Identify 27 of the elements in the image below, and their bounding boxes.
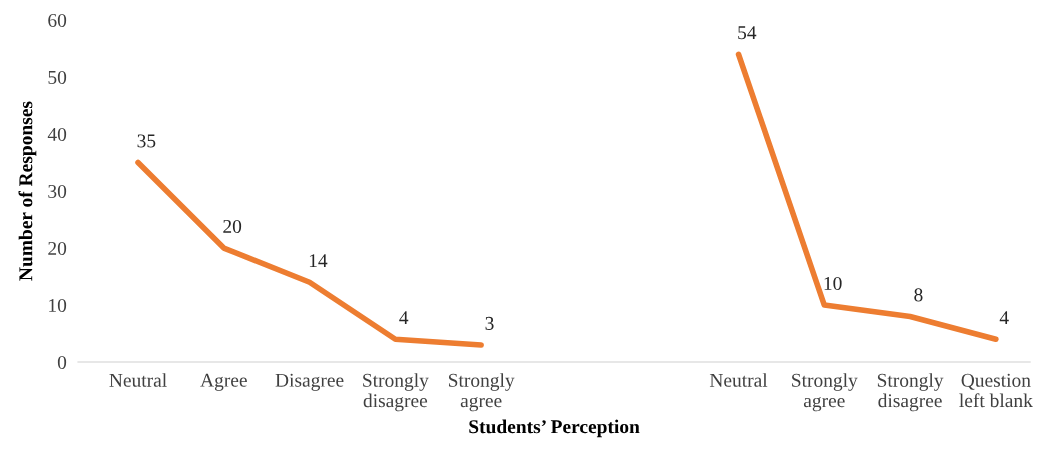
x-tick-label: Disagree <box>275 373 344 391</box>
y-axis-title: Number of Responses <box>18 101 37 281</box>
y-tick-label: 40 <box>47 127 67 141</box>
data-label: 4 <box>999 311 1009 325</box>
data-label: 10 <box>824 276 842 290</box>
y-tick-label: 50 <box>48 70 67 84</box>
data-label: 54 <box>738 26 757 40</box>
y-tick-label: 60 <box>48 13 67 27</box>
x-tick-label: Neutral <box>709 373 768 387</box>
y-tick-label: 10 <box>49 298 67 312</box>
data-label: 14 <box>309 254 328 268</box>
y-tick-label: 30 <box>48 184 67 198</box>
x-tick-label: Neutral <box>109 373 167 387</box>
x-tick-label: Agree <box>200 373 247 391</box>
y-tick-label: 0 <box>57 355 67 369</box>
data-label: 3 <box>485 316 494 330</box>
data-label: 20 <box>223 219 242 233</box>
data-label: 4 <box>399 311 409 325</box>
data-label: 35 <box>137 134 156 148</box>
x-tick-label: Strongly disagree <box>363 373 429 412</box>
y-tick-label: 20 <box>48 241 67 255</box>
x-tick-label: Strongly agree <box>792 373 858 412</box>
x-tick-label: Strongly disagree <box>877 373 944 412</box>
x-tick-label: Question left blank <box>959 373 1033 408</box>
x-tick-label: Strongly agree <box>448 373 515 412</box>
x-axis-title: Students’ Perception <box>469 419 640 438</box>
data-label: 8 <box>914 288 923 302</box>
